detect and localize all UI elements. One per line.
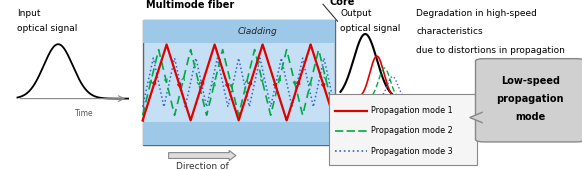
Text: propagation: propagation [496,94,564,104]
Text: Direction of: Direction of [176,162,229,170]
Text: Time: Time [75,109,94,118]
Bar [143,122,335,144]
Text: optical signal: optical signal [340,24,401,33]
Text: Low-speed: Low-speed [501,76,560,86]
Text: Core: Core [330,0,356,7]
Bar [143,20,335,144]
Text: Input: Input [17,8,41,18]
Text: Propagation mode 3: Propagation mode 3 [371,147,452,156]
Text: Degradation in high-speed: Degradation in high-speed [416,8,537,18]
Text: Propagation mode 1: Propagation mode 1 [371,106,452,115]
Polygon shape [470,112,484,123]
Text: characteristics: characteristics [416,27,482,36]
Text: Output: Output [340,8,372,18]
Text: Propagation mode 2: Propagation mode 2 [371,126,452,135]
Text: optical signal: optical signal [17,24,78,33]
Text: due to distortions in propagation: due to distortions in propagation [416,46,565,55]
Bar [329,94,477,165]
Text: Time: Time [370,109,389,118]
Text: mode: mode [515,112,545,122]
FancyBboxPatch shape [475,59,582,142]
Text: Multimode fiber: Multimode fiber [146,0,234,10]
Bar [143,20,335,43]
Text: Cladding: Cladding [238,27,278,36]
